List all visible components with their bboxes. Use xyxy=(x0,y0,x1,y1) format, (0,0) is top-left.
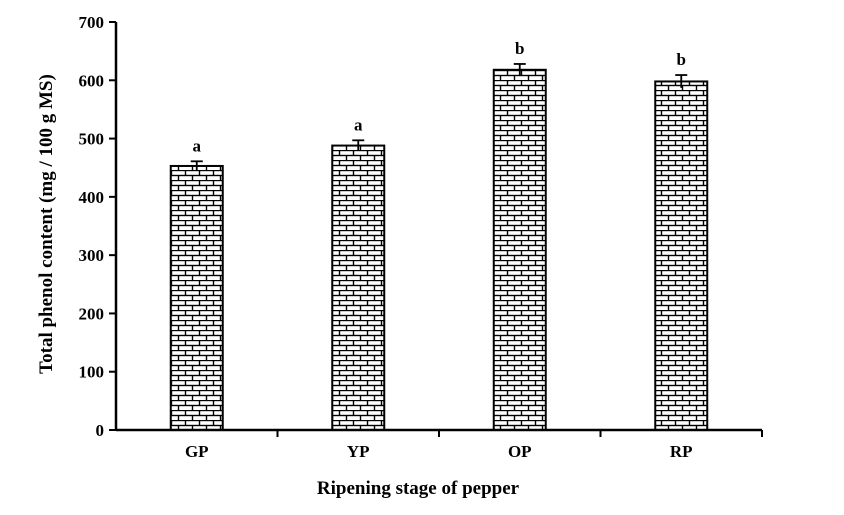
x-tick-label: YP xyxy=(347,442,370,461)
y-axis-title: Total phenol content (mg / 100 g MS) xyxy=(36,74,57,374)
x-tick-label: RP xyxy=(670,442,693,461)
y-tick-label: 0 xyxy=(96,421,105,440)
x-axis-title: Ripening stage of pepper xyxy=(317,478,520,499)
y-tick-label: 300 xyxy=(79,246,105,265)
y-tick-label: 500 xyxy=(79,130,105,149)
axes xyxy=(114,22,762,432)
x-tick-label: OP xyxy=(508,442,532,461)
bars xyxy=(169,68,709,432)
significance-label: b xyxy=(677,50,686,69)
y-tick-label: 400 xyxy=(79,188,105,207)
y-tick-label: 100 xyxy=(79,363,105,382)
bar-rp xyxy=(654,80,709,432)
x-axis-ticks: GP YP OP RP xyxy=(185,430,763,461)
error-bars xyxy=(190,63,688,171)
significance-label: a xyxy=(193,136,202,155)
significance-label: b xyxy=(515,39,524,58)
bar-op xyxy=(492,68,547,432)
y-tick-label: 200 xyxy=(79,304,105,323)
bar-yp xyxy=(331,144,386,432)
x-tick-label: GP xyxy=(185,442,209,461)
significance-labels: a a b b xyxy=(193,39,686,155)
y-tick-label: 600 xyxy=(79,71,105,90)
significance-label: a xyxy=(354,115,363,134)
y-tick-label: 700 xyxy=(79,13,105,32)
y-axis-ticks: 0 100 200 300 400 500 600 700 xyxy=(79,13,116,440)
bar-gp xyxy=(169,164,224,431)
